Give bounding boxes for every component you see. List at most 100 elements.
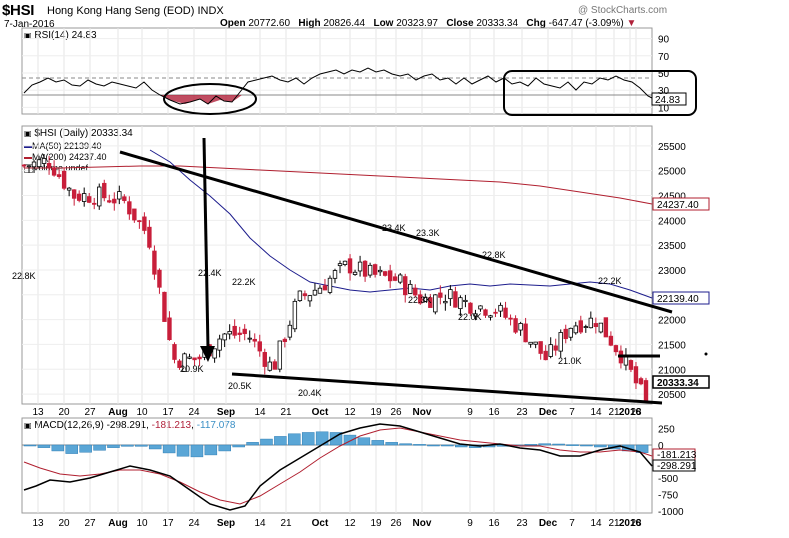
x-tick-label: 21 <box>608 407 620 418</box>
macd-hist-bar <box>399 443 412 446</box>
candle-body <box>372 264 378 275</box>
ma50-swatch <box>24 145 32 148</box>
chg-label: Chg <box>526 18 546 29</box>
macd-value-box <box>652 459 696 472</box>
candle-body <box>242 328 247 335</box>
annotation-label: 23.4K <box>382 223 406 233</box>
x-tick-label: 16 <box>488 518 500 529</box>
candle-body <box>87 196 92 203</box>
price-panel-frame <box>21 125 653 405</box>
candle-body <box>628 360 634 370</box>
macd-hist-bar <box>121 444 134 447</box>
high-value: 20826.44 <box>323 18 366 29</box>
candle-body <box>31 161 37 168</box>
x-tick-label: Nov <box>413 518 432 529</box>
candle-body <box>533 341 538 345</box>
macd-hist-bar <box>148 444 162 450</box>
candle-body <box>56 174 62 177</box>
candle-body <box>61 170 67 189</box>
candle-body <box>478 305 483 310</box>
candle-body <box>142 216 147 231</box>
candle-body <box>633 366 639 384</box>
price-tick-label: 21500 <box>658 340 686 351</box>
macd-tick-label: -500 <box>658 474 678 485</box>
candle-body <box>443 300 448 304</box>
macd-hist-bar <box>566 444 579 446</box>
rsi-current-box <box>651 92 687 106</box>
x-tick-label: 20 <box>58 407 70 418</box>
macd-hist-bar <box>162 444 176 454</box>
macd-hist-bar <box>301 432 315 446</box>
macd-hist-bar <box>93 444 106 451</box>
x-tick-label: 27 <box>84 407 96 418</box>
symbol-title: $HSI <box>2 2 35 19</box>
candle-body <box>107 200 112 203</box>
candle-body <box>488 315 493 318</box>
macd-hist-bar <box>343 434 357 446</box>
macd-hist-bar <box>274 436 287 446</box>
price-tick-label: 21000 <box>658 365 686 376</box>
price-tick-label: 24500 <box>658 192 686 203</box>
low-label: Low <box>373 18 394 29</box>
x-tick-label: 12 <box>344 407 356 418</box>
annotation-label: 22.2K <box>598 276 622 286</box>
candle-body <box>448 289 453 300</box>
macd-hist-bar <box>176 444 190 457</box>
x-tick-label: Aug <box>108 407 127 418</box>
macd-hist-bar <box>371 440 385 446</box>
rsi-y-axis: 90 70 50 30 10 <box>658 35 670 115</box>
candle-body <box>513 318 518 333</box>
candle-body <box>423 297 428 302</box>
chg-value: -647.47 (-3.09%) <box>548 18 624 29</box>
candle-body <box>403 276 408 296</box>
candle-body <box>222 333 227 341</box>
candle-body <box>583 326 589 328</box>
candle-body <box>147 226 152 248</box>
candle-body <box>638 378 644 385</box>
candle-body <box>307 295 313 302</box>
x-tick-label: 9 <box>467 407 473 418</box>
candle-body <box>217 338 222 351</box>
candle-body <box>433 294 438 313</box>
macd-legend: ▣ MACD(12,26,9) -298.291, -181.213, -117… <box>24 420 236 431</box>
candle-body <box>558 332 563 352</box>
macd-hist-bar <box>594 444 607 448</box>
ma200-swatch <box>24 156 32 159</box>
candle-body <box>578 320 583 333</box>
price-tick-label: 25000 <box>658 167 686 178</box>
macd-hist-bar <box>288 433 301 446</box>
candle-body <box>212 348 217 359</box>
macd-tick-label: -750 <box>658 491 678 502</box>
price-tick-label: 23000 <box>658 266 686 277</box>
price-tick-label: 23500 <box>658 241 686 252</box>
candle-body <box>122 196 127 201</box>
candle-body <box>272 361 278 370</box>
x-tick-label: 21 <box>280 407 292 418</box>
macd-tick-label: 0 <box>658 441 664 452</box>
candle-body <box>538 341 543 354</box>
high-label: High <box>298 18 321 29</box>
close-value-label: 20333.34 <box>657 378 699 389</box>
candle-body <box>413 287 418 296</box>
x-tick-label: 23 <box>516 407 528 418</box>
x-tick-label: 12 <box>344 518 356 529</box>
x-tick-label: 27 <box>84 518 96 529</box>
candle-body <box>247 337 252 340</box>
candle-body <box>102 182 107 199</box>
ma200-value-box <box>652 197 710 211</box>
candle-body <box>177 360 182 368</box>
annotation-label: 23.3K <box>416 228 440 238</box>
macd-hist-bar <box>538 443 551 446</box>
candle-body <box>197 356 202 360</box>
price-tick-label: 22000 <box>658 316 686 327</box>
low-value: 20323.97 <box>396 18 438 29</box>
candle-body <box>227 331 232 335</box>
price-legend-icon: ▣ <box>24 129 32 138</box>
candle-body <box>36 159 42 168</box>
x-tick-label: 13 <box>32 518 44 529</box>
candle-body <box>172 344 177 360</box>
candle-body <box>523 323 528 343</box>
macd-hist-bar <box>580 444 593 447</box>
candle-body <box>548 344 553 357</box>
